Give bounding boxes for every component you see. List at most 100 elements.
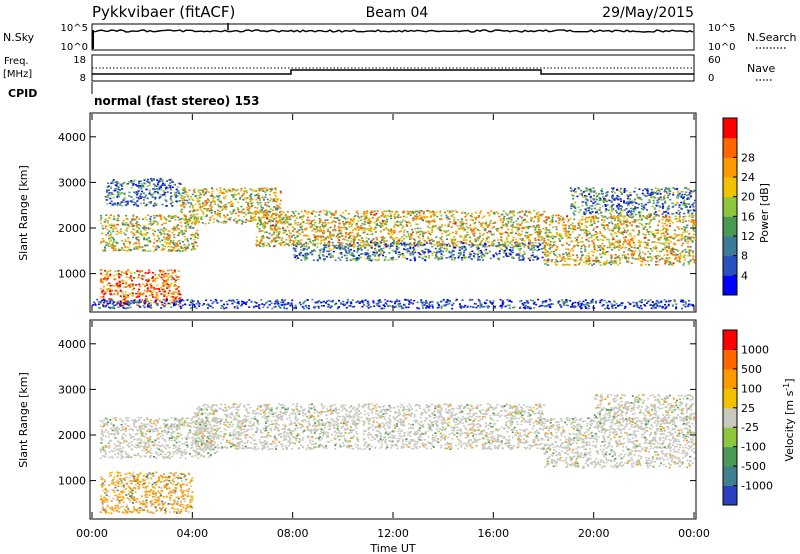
data-cell — [417, 252, 420, 254]
data-cell — [145, 279, 148, 281]
data-cell — [604, 228, 607, 231]
data-cell — [104, 196, 107, 198]
data-cell — [549, 243, 552, 246]
data-cell — [419, 244, 422, 246]
data-cell — [509, 246, 512, 249]
data-cell — [112, 242, 114, 244]
data-cell — [676, 239, 679, 242]
data-cell — [139, 270, 141, 273]
data-cell — [593, 227, 596, 229]
data-cell — [169, 284, 172, 286]
data-cell — [385, 221, 388, 223]
data-cell — [397, 216, 399, 219]
data-cell — [187, 222, 190, 224]
data-cell — [409, 236, 412, 239]
data-cell — [242, 212, 245, 214]
data-cell — [603, 226, 606, 228]
data-cell — [129, 221, 132, 223]
data-cell — [431, 228, 434, 230]
data-cell — [230, 203, 233, 205]
data-cell — [521, 239, 524, 241]
data-cell — [136, 224, 139, 226]
data-cell — [339, 259, 342, 261]
data-cell — [117, 194, 119, 196]
data-cell — [111, 203, 114, 206]
data-cell — [102, 249, 105, 252]
data-cell — [650, 256, 653, 259]
data-cell — [155, 215, 158, 217]
data-cell — [486, 226, 489, 228]
data-cell — [260, 235, 263, 238]
data-cell — [328, 244, 331, 247]
data-cell — [430, 215, 432, 217]
data-cell — [261, 245, 264, 248]
data-cell — [459, 236, 462, 239]
data-cell — [624, 246, 627, 249]
data-cell — [663, 254, 666, 256]
data-cell — [177, 304, 180, 306]
data-cell — [378, 258, 380, 261]
data-cell — [229, 216, 232, 219]
data-cell — [121, 239, 124, 242]
data-cell — [500, 233, 503, 236]
data-cell — [107, 232, 109, 234]
data-cell — [349, 248, 352, 251]
data-cell — [221, 192, 224, 195]
data-cell — [586, 220, 589, 223]
data-cell — [693, 230, 696, 232]
data-cell — [380, 253, 382, 255]
data-cell — [125, 293, 128, 296]
data-cell — [178, 239, 181, 242]
data-cell — [684, 240, 687, 242]
data-cell — [501, 223, 504, 226]
data-cell — [144, 229, 147, 231]
data-cell — [131, 289, 134, 291]
data-cell — [423, 240, 426, 242]
data-cell — [495, 211, 498, 213]
data-cell — [532, 259, 535, 261]
data-cell — [275, 229, 278, 231]
data-cell — [158, 288, 160, 290]
data-cell — [641, 260, 644, 263]
data-cell — [202, 211, 205, 213]
data-cell — [555, 220, 558, 223]
data-cell — [574, 225, 577, 228]
data-cell — [534, 229, 537, 231]
data-cell — [513, 214, 516, 217]
data-cell — [246, 197, 249, 199]
data-cell — [190, 217, 193, 219]
data-cell — [200, 189, 203, 192]
data-cell — [147, 279, 150, 282]
data-cell — [254, 213, 257, 216]
data-cell — [441, 240, 444, 243]
data-cell — [142, 301, 145, 303]
data-cell — [324, 213, 327, 215]
data-cell — [383, 259, 386, 261]
data-cell — [637, 230, 640, 232]
data-cell — [370, 247, 373, 249]
data-cell — [443, 244, 446, 247]
data-cell — [483, 229, 486, 231]
data-cell — [581, 255, 584, 257]
data-cell — [136, 204, 139, 207]
data-cell — [123, 201, 126, 204]
data-cell — [337, 246, 340, 249]
data-cell — [281, 227, 284, 229]
data-cell — [585, 216, 588, 219]
data-cell — [158, 180, 161, 182]
data-cell — [646, 242, 649, 244]
data-cell — [468, 255, 471, 258]
data-cell — [530, 247, 533, 249]
data-cell — [688, 254, 691, 257]
data-cell — [624, 236, 627, 239]
data-cell — [473, 239, 476, 241]
data-cell — [525, 221, 528, 223]
data-cell — [200, 218, 203, 220]
data-cell — [300, 215, 303, 218]
data-cell — [348, 243, 351, 246]
data-cell — [173, 236, 176, 239]
data-cell — [276, 198, 279, 201]
data-cell — [123, 244, 126, 246]
data-cell — [604, 236, 607, 239]
data-cell — [116, 187, 119, 190]
